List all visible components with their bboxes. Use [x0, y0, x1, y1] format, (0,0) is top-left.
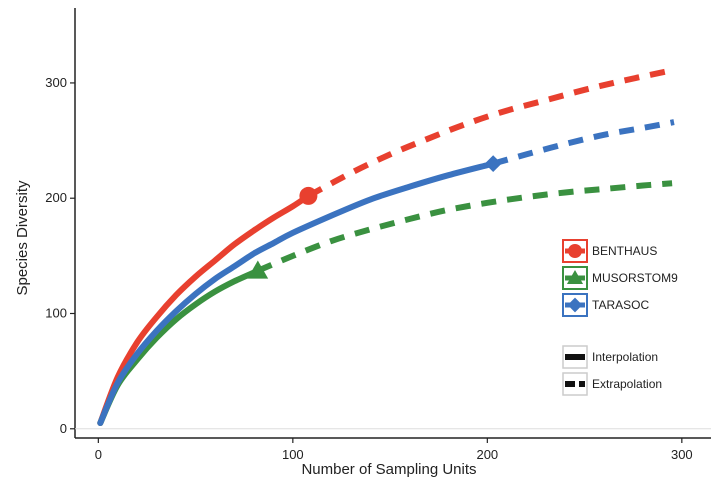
x-tick-label: 300 — [671, 447, 693, 462]
series-interpolation-benthaus — [97, 192, 312, 426]
y-tick-label: 300 — [45, 75, 67, 90]
y-tick-label: 0 — [60, 421, 67, 436]
y-tick-label: 200 — [45, 190, 67, 205]
x-axis-title: Number of Sampling Units — [301, 461, 476, 478]
axes — [74, 8, 711, 439]
series-interpolation-tarasoc — [97, 160, 497, 426]
legend-label: MUSORSTOM9 — [592, 271, 678, 285]
y-ticks: 0 100 200 300 — [45, 75, 75, 436]
style-legend-label: Interpolation — [592, 350, 658, 364]
legend-label: TARASOC — [592, 298, 649, 312]
x-tick-label: 200 — [476, 447, 498, 462]
style-legend-label: Extrapolation — [592, 377, 662, 391]
x-tick-label: 0 — [95, 447, 102, 462]
series-legend: BENTHAUS MUSORSTOM9 TARASOC — [562, 239, 678, 317]
y-tick-label: 100 — [45, 305, 67, 320]
x-tick-label: 100 — [282, 447, 304, 462]
series-extrapolation-musorstom9 — [256, 180, 673, 274]
legend-marker-musorstom9 — [566, 269, 584, 285]
legend-label: BENTHAUS — [592, 244, 657, 258]
y-axis-title: Species Diversity — [14, 180, 31, 296]
series-extrapolation-tarasoc — [492, 119, 675, 167]
legend-marker-tarasoc — [567, 297, 583, 313]
x-ticks: 0 100 200 300 — [95, 438, 693, 462]
legend-marker-benthaus — [568, 244, 582, 258]
series-layer — [97, 67, 675, 426]
observed-point-musorstom9 — [247, 260, 269, 279]
line-style-legend: Interpolation Extrapolation — [562, 345, 662, 396]
observed-point-benthaus — [299, 186, 318, 205]
observed-point-tarasoc — [484, 155, 502, 173]
series-extrapolation-benthaus — [306, 67, 673, 199]
marker-layer — [247, 155, 502, 279]
